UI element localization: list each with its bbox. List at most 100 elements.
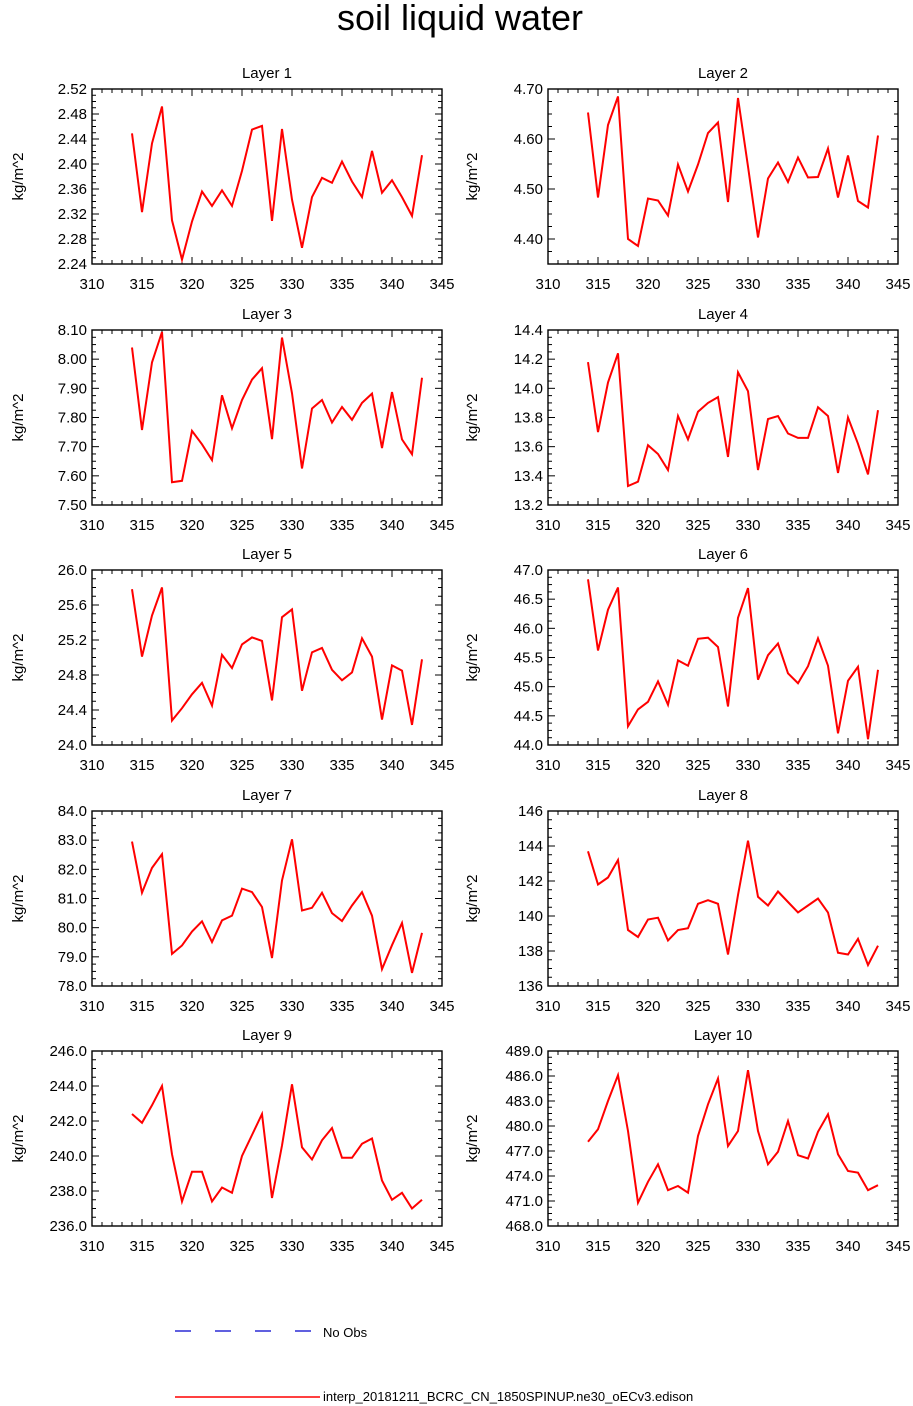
y-tick-label: 2.44 xyxy=(58,131,87,148)
chart-panel-9: Layer 9 310 315 320 325 330 335 340 345 236.0 238.… xyxy=(10,1027,455,1255)
x-tick-label: 315 xyxy=(585,276,610,293)
y-tick-label: 81.0 xyxy=(58,891,87,908)
legend: No Obs interp_20181211_BCRC_CN_1850SPINU… xyxy=(175,1325,693,1404)
series-line xyxy=(131,839,423,974)
x-tick-label: 330 xyxy=(735,998,760,1015)
x-tick-label: 325 xyxy=(229,998,254,1015)
y-tick-label: 26.0 xyxy=(58,562,87,579)
x-tick-label: 315 xyxy=(129,1238,154,1255)
series-line xyxy=(587,352,879,488)
series-line xyxy=(131,106,423,264)
x-tick-label: 345 xyxy=(429,276,454,293)
x-tick-label: 330 xyxy=(279,1238,304,1255)
y-tick-label: 7.90 xyxy=(58,380,87,397)
x-tick-label: 340 xyxy=(379,276,404,293)
y-tick-label: 14.0 xyxy=(514,380,543,397)
y-tick-label: 47.0 xyxy=(514,562,543,579)
x-tick-label: 315 xyxy=(129,757,154,774)
y-tick-label: 471.0 xyxy=(505,1193,543,1210)
y-tick-label: 242.0 xyxy=(49,1113,87,1130)
y-tick-label: 136 xyxy=(518,978,543,995)
y-tick-label: 83.0 xyxy=(58,832,87,849)
y-tick-label: 25.2 xyxy=(58,632,87,649)
series-line xyxy=(131,587,423,726)
panel-title: Layer 7 xyxy=(242,787,292,804)
y-tick-label: 477.0 xyxy=(505,1143,543,1160)
y-tick-label: 140 xyxy=(518,908,543,925)
y-tick-label: 2.24 xyxy=(58,256,87,273)
y-tick-label: 4.60 xyxy=(514,131,543,148)
x-tick-label: 320 xyxy=(179,276,204,293)
x-tick-label: 310 xyxy=(79,998,104,1015)
chart-panel-4: Layer 4 310 315 320 325 330 335 340 345 13.2 13.4 1… xyxy=(464,306,911,534)
x-tick-label: 330 xyxy=(735,1238,760,1255)
chart-panel-1: Layer 1 310 315 320 325 330 335 340 345 2.24 2.28 2… xyxy=(10,65,455,293)
y-tick-label: 45.0 xyxy=(514,679,543,696)
x-tick-label: 310 xyxy=(79,517,104,534)
x-tick-label: 320 xyxy=(179,998,204,1015)
x-tick-label: 315 xyxy=(585,757,610,774)
plot-frame xyxy=(91,810,443,987)
plot-frame xyxy=(91,569,443,746)
x-tick-label: 325 xyxy=(229,1238,254,1255)
x-tick-label: 320 xyxy=(635,998,660,1015)
chart-panel-3: Layer 3 310 315 320 325 330 335 340 345 7.50 7.60 7… xyxy=(10,306,455,534)
x-tick-label: 310 xyxy=(535,1238,560,1255)
chart-panel-5: Layer 5 310 315 320 325 330 335 340 345 24.0 24.4 2… xyxy=(10,546,455,774)
x-tick-label: 335 xyxy=(785,517,810,534)
y-tick-label: 14.2 xyxy=(514,351,543,368)
panel-title: Layer 8 xyxy=(698,787,748,804)
series-line xyxy=(587,579,879,740)
x-tick-label: 320 xyxy=(635,276,660,293)
chart-panel-6: Layer 6 310 315 320 325 330 335 340 345 44.0 44.5 4… xyxy=(464,546,911,774)
x-tick-label: 335 xyxy=(785,998,810,1015)
x-tick-label: 310 xyxy=(535,276,560,293)
y-tick-label: 144 xyxy=(518,838,543,855)
x-tick-label: 310 xyxy=(79,1238,104,1255)
y-tick-label: 138 xyxy=(518,943,543,960)
panel-title: Layer 3 xyxy=(242,306,292,323)
y-axis-label: kg/m^2 xyxy=(10,634,27,682)
y-axis-label: kg/m^2 xyxy=(10,1115,27,1163)
chart-panel-8: Layer 8 310 315 320 325 330 335 340 345 136 138 140… xyxy=(464,787,911,1015)
y-tick-label: 80.0 xyxy=(58,920,87,937)
x-tick-label: 325 xyxy=(685,517,710,534)
x-tick-label: 325 xyxy=(685,276,710,293)
y-axis-label: kg/m^2 xyxy=(464,153,481,201)
x-tick-label: 320 xyxy=(179,517,204,534)
x-tick-label: 330 xyxy=(735,757,760,774)
y-tick-label: 2.52 xyxy=(58,81,87,98)
x-tick-label: 345 xyxy=(429,998,454,1015)
series-line xyxy=(587,96,879,248)
y-tick-label: 24.4 xyxy=(58,702,87,719)
y-tick-label: 13.2 xyxy=(514,497,543,514)
y-axis-label: kg/m^2 xyxy=(464,1115,481,1163)
y-axis-label: kg/m^2 xyxy=(464,394,481,442)
y-tick-label: 24.0 xyxy=(58,737,87,754)
series-line xyxy=(587,1070,879,1207)
x-tick-label: 310 xyxy=(535,517,560,534)
y-tick-label: 146 xyxy=(518,803,543,820)
y-tick-label: 483.0 xyxy=(505,1093,543,1110)
x-tick-label: 335 xyxy=(329,998,354,1015)
x-tick-label: 315 xyxy=(585,998,610,1015)
y-tick-label: 82.0 xyxy=(58,861,87,878)
y-tick-label: 84.0 xyxy=(58,803,87,820)
x-tick-label: 345 xyxy=(885,1238,910,1255)
y-tick-label: 486.0 xyxy=(505,1068,543,1085)
series-line xyxy=(131,331,423,484)
y-tick-label: 25.6 xyxy=(58,597,87,614)
x-tick-label: 320 xyxy=(635,1238,660,1255)
x-tick-label: 330 xyxy=(735,276,760,293)
y-tick-label: 474.0 xyxy=(505,1168,543,1185)
x-tick-label: 340 xyxy=(835,276,860,293)
y-tick-label: 44.5 xyxy=(514,708,543,725)
y-tick-label: 142 xyxy=(518,873,543,890)
chart-panel-7: Layer 7 310 315 320 325 330 335 340 345 78.0 79.0 8… xyxy=(10,787,455,1015)
x-tick-label: 335 xyxy=(785,1238,810,1255)
y-tick-label: 7.50 xyxy=(58,497,87,514)
x-tick-label: 320 xyxy=(179,1238,204,1255)
y-axis-label: kg/m^2 xyxy=(10,394,27,442)
x-tick-label: 330 xyxy=(279,276,304,293)
